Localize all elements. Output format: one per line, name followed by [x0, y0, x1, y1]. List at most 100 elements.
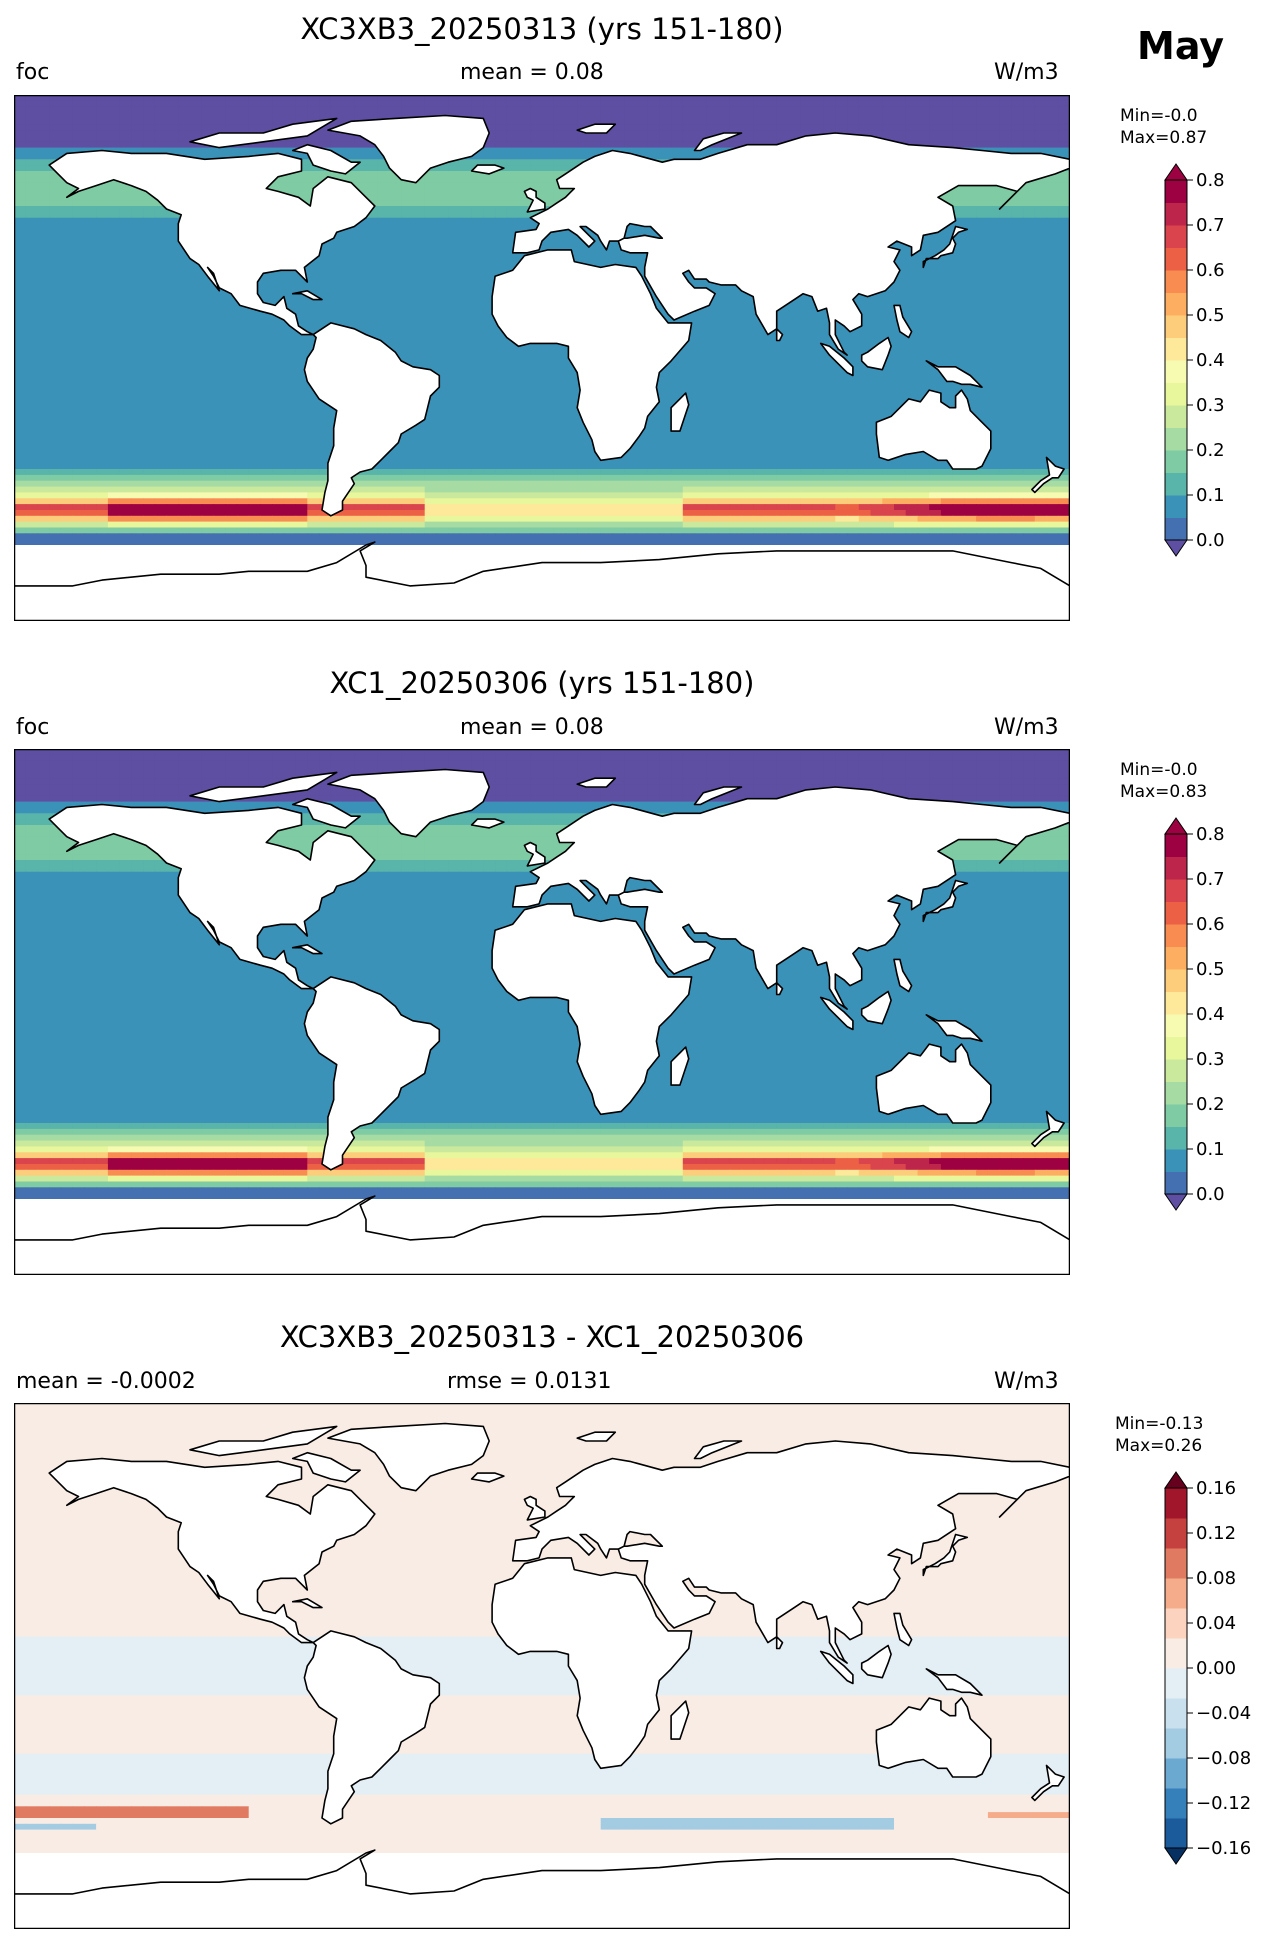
field-cell: [49, 416, 62, 423]
field-cell: [295, 171, 308, 178]
field-cell: [1058, 135, 1070, 143]
field-cell: [154, 276, 168, 283]
field-cell: [929, 311, 942, 318]
field-cell: [436, 352, 449, 359]
field-cell: [635, 258, 649, 265]
field-cell: [60, 235, 74, 242]
field-cell: [530, 387, 543, 394]
field-cell: [119, 322, 132, 330]
field-cell: [729, 95, 742, 102]
field-cell: [14, 200, 27, 207]
field-cell: [976, 404, 989, 412]
field-cell: [858, 317, 872, 324]
field-cell: [178, 106, 191, 114]
field-cell: [588, 135, 602, 143]
field-cell: [119, 334, 132, 341]
field-cell: [72, 311, 85, 318]
field-cell: [741, 375, 754, 382]
field-cell: [107, 223, 121, 230]
field-cell: [776, 363, 789, 371]
field-cell: [190, 287, 203, 295]
field-cell: [25, 328, 38, 336]
field-cell: [694, 153, 707, 160]
field-cell: [847, 375, 860, 382]
field-cell: [60, 182, 74, 190]
field-cell: [952, 106, 965, 114]
field-cell: [542, 147, 555, 154]
field-cell: [190, 369, 203, 377]
field-cell: [143, 258, 156, 265]
field-cell: [1011, 100, 1024, 108]
field-cell: [448, 206, 461, 213]
field-cell: [659, 124, 672, 131]
field-cell: [49, 217, 62, 225]
field-cell: [178, 387, 191, 394]
field-cell: [671, 352, 684, 359]
field-cell: [330, 135, 344, 143]
field-cell: [154, 223, 168, 230]
field-cell: [471, 247, 484, 254]
field-cell: [776, 352, 789, 359]
field-cell: [14, 352, 27, 359]
field-cell: [436, 340, 449, 347]
field-cell: [72, 410, 85, 417]
field-cell: [131, 118, 144, 125]
field-cell: [107, 182, 121, 190]
field-cell: [741, 112, 754, 119]
field-cell: [506, 182, 520, 190]
field-cell: [1034, 398, 1048, 406]
field-cell: [1058, 235, 1070, 242]
field-cell: [283, 95, 297, 102]
field-cell: [60, 188, 74, 195]
field-cell: [929, 141, 942, 149]
field-cell: [424, 182, 437, 190]
field-cell: [1046, 200, 1059, 207]
field-cell: [905, 299, 918, 306]
field-cell: [459, 241, 473, 248]
field-cell: [72, 299, 85, 306]
field-cell: [377, 106, 390, 114]
field-cell: [917, 235, 930, 242]
field-cell: [964, 299, 977, 306]
field-cell: [459, 317, 473, 324]
field-cell: [319, 124, 332, 131]
field-cell: [495, 141, 508, 149]
field-cell: [483, 276, 496, 283]
field-cell: [987, 334, 1001, 341]
field-cell: [84, 130, 97, 137]
field-cell: [929, 130, 942, 137]
field-cell: [858, 311, 872, 318]
field-cell: [37, 235, 50, 242]
field-cell: [272, 381, 285, 388]
field-cell: [565, 375, 578, 382]
field-cell: [999, 270, 1012, 277]
field-cell: [999, 194, 1012, 201]
field-cell: [682, 118, 696, 125]
field-cell: [753, 100, 766, 108]
field-cell: [788, 375, 801, 382]
field-cell: [330, 147, 344, 154]
field-cell: [190, 135, 203, 143]
field-cell: [952, 247, 965, 254]
field-cell: [1023, 293, 1036, 301]
field-cell: [894, 381, 907, 388]
field-cell: [319, 258, 332, 265]
field-cell: [753, 118, 766, 125]
field-cell: [49, 247, 62, 254]
field-cell: [143, 358, 156, 365]
field-cell: [436, 176, 449, 184]
field-cell: [283, 358, 297, 365]
field-cell: [412, 352, 426, 359]
field-cell: [424, 247, 437, 254]
field-cell: [940, 387, 954, 394]
field-cell: [14, 217, 27, 225]
field-cell: [260, 340, 273, 347]
field-cell: [1023, 322, 1036, 330]
field-cell: [225, 416, 238, 423]
field-cell: [248, 410, 261, 417]
field-cell: [471, 153, 484, 160]
field-cell: [518, 141, 531, 149]
field-cell: [718, 317, 731, 324]
field-cell: [25, 252, 38, 260]
field-cell: [518, 410, 531, 417]
